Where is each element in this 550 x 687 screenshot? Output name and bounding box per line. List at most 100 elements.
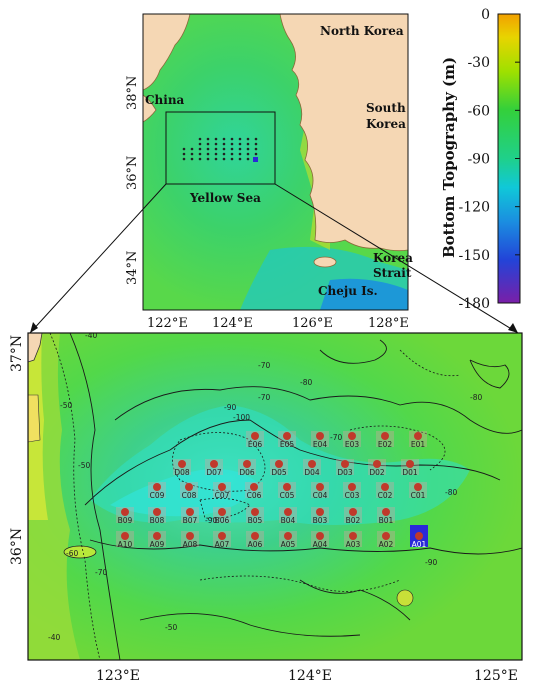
station-label: B03 bbox=[313, 516, 328, 525]
station-marker bbox=[382, 508, 390, 516]
station-marker bbox=[210, 460, 218, 468]
station-label: C09 bbox=[150, 491, 165, 500]
station-label: A08 bbox=[183, 540, 198, 549]
overview-station-dot bbox=[198, 152, 202, 156]
station-marker bbox=[406, 460, 414, 468]
contour-label: -70 bbox=[95, 568, 107, 577]
station-label: A10 bbox=[118, 540, 133, 549]
station-marker bbox=[121, 508, 129, 516]
contour-label: -50 bbox=[78, 461, 90, 470]
station-label: D08 bbox=[174, 468, 190, 477]
station-marker bbox=[178, 460, 186, 468]
station-label: C08 bbox=[182, 491, 197, 500]
top-lon-122: 122°E bbox=[147, 316, 188, 331]
overview-station-dot bbox=[246, 137, 250, 141]
overview-station-dot bbox=[206, 137, 210, 141]
station-label: B04 bbox=[281, 516, 296, 525]
contour-label: -50 bbox=[165, 623, 177, 632]
station-label: D04 bbox=[304, 468, 320, 477]
overview-station-dots bbox=[182, 137, 258, 162]
top-lat-36: 36°N bbox=[125, 156, 140, 190]
contour-label: -40 bbox=[48, 633, 60, 642]
overview-station-dot bbox=[190, 152, 194, 156]
station-grid: E06 E05 E04 E03 E02 E01 D08 D07 D06 D05 D04 D03 D02 D… bbox=[116, 431, 428, 549]
station-label: A09 bbox=[150, 540, 165, 549]
study-area-box bbox=[165, 111, 276, 185]
station-marker bbox=[121, 532, 129, 540]
overview-station-dot bbox=[222, 147, 226, 151]
station-marker bbox=[316, 532, 324, 540]
station-marker bbox=[186, 508, 194, 516]
colorbar-ticks: 0 -30 -60 -90 -120 -150 -180 bbox=[459, 7, 520, 312]
station-label: A02 bbox=[379, 540, 394, 549]
detail-lon-123: 123°E bbox=[96, 668, 140, 684]
station-label: E05 bbox=[280, 440, 295, 449]
station-label: E06 bbox=[248, 440, 263, 449]
overview-station-dot bbox=[246, 142, 250, 146]
station-label: D06 bbox=[239, 468, 255, 477]
cheju-island bbox=[313, 256, 337, 268]
station-label: C07 bbox=[215, 491, 230, 500]
overview-station-dot bbox=[254, 152, 258, 156]
top-lat-38: 38°N bbox=[125, 76, 140, 110]
station-label: A01 bbox=[412, 540, 427, 549]
station-marker bbox=[185, 483, 193, 491]
station-label: C06 bbox=[247, 491, 262, 500]
station-marker bbox=[251, 432, 259, 440]
overview-station-dot bbox=[230, 147, 234, 151]
overview-map bbox=[143, 14, 408, 310]
overview-station-dot bbox=[238, 137, 242, 141]
station-marker bbox=[153, 508, 161, 516]
overview-station-dot bbox=[214, 157, 218, 161]
top-lat-34: 34°N bbox=[125, 251, 140, 285]
overview-station-dot bbox=[238, 147, 242, 151]
colorbar-tick-label: -180 bbox=[459, 296, 490, 312]
station-marker bbox=[153, 483, 161, 491]
station-marker bbox=[275, 460, 283, 468]
contour-label: -100 bbox=[233, 413, 250, 422]
station-marker bbox=[186, 532, 194, 540]
contour-label: -50 bbox=[60, 401, 72, 410]
station-marker bbox=[373, 460, 381, 468]
station-label: B07 bbox=[183, 516, 198, 525]
overview-station-dot bbox=[222, 142, 226, 146]
station-marker bbox=[414, 432, 422, 440]
contour-label: -80 bbox=[300, 378, 312, 387]
overview-station-dot bbox=[222, 152, 226, 156]
station-label: B05 bbox=[248, 516, 263, 525]
station-marker bbox=[218, 508, 226, 516]
station-label: B08 bbox=[150, 516, 165, 525]
overview-station-dot bbox=[206, 142, 210, 146]
station-marker bbox=[414, 483, 422, 491]
overview-station-dot bbox=[182, 152, 186, 156]
station-marker bbox=[308, 460, 316, 468]
station-marker bbox=[218, 483, 226, 491]
overview-station-dot bbox=[246, 152, 250, 156]
overview-station-dot bbox=[214, 137, 218, 141]
station-marker bbox=[316, 483, 324, 491]
station-label: B02 bbox=[346, 516, 361, 525]
station-marker bbox=[250, 483, 258, 491]
overview-station-dot bbox=[198, 147, 202, 151]
overview-station-dot bbox=[190, 157, 194, 161]
contour-label: -80 bbox=[445, 488, 457, 497]
station-label: C04 bbox=[313, 491, 328, 500]
station-label: A07 bbox=[215, 540, 230, 549]
station-label: E03 bbox=[345, 440, 360, 449]
overview-station-dot bbox=[222, 137, 226, 141]
station-marker bbox=[243, 460, 251, 468]
detail-map: E06 E05 E04 E03 E02 E01 D08 D07 D06 D05 D04 D03 D02 D… bbox=[28, 333, 522, 660]
station-label: B09 bbox=[118, 516, 133, 525]
contour-label: -90 bbox=[425, 558, 437, 567]
overview-station-dot bbox=[238, 157, 242, 161]
label-north-korea: North Korea bbox=[320, 24, 404, 38]
contour-label: -90 bbox=[205, 516, 217, 525]
station-label: D05 bbox=[271, 468, 287, 477]
label-south-korea-line2: Korea bbox=[366, 117, 406, 131]
detail-lat-37: 37°N bbox=[9, 335, 25, 372]
contour-label: -60 bbox=[66, 549, 78, 558]
colorbar-tick-label: -120 bbox=[459, 200, 490, 216]
label-yellow-sea: Yellow Sea bbox=[189, 191, 261, 205]
station-marker bbox=[316, 432, 324, 440]
station-label: C05 bbox=[280, 491, 295, 500]
